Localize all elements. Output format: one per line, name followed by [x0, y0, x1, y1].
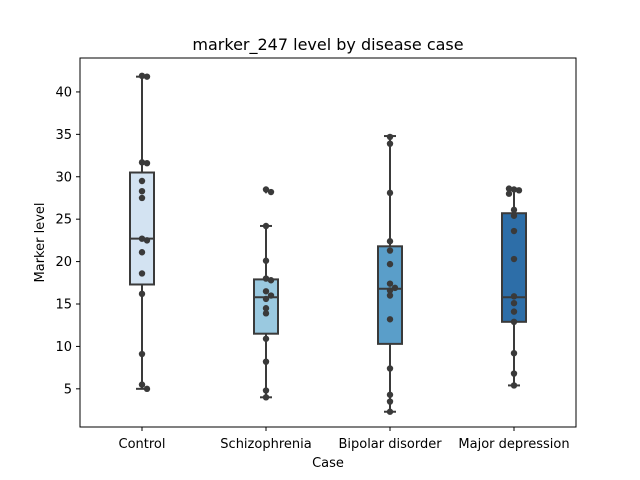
- data-point: [262, 288, 270, 295]
- data-point: [138, 72, 146, 80]
- data-point: [386, 408, 394, 415]
- data-point: [386, 391, 394, 398]
- y-tick-label: 10: [55, 340, 72, 355]
- y-tick-label: 5: [64, 382, 72, 397]
- y-axis-label: Marker level: [33, 203, 48, 283]
- axes-layer: 5 10 15 20 25 30 35 40 Control Schizophrenia Bipol…: [55, 85, 569, 452]
- data-point: [386, 260, 394, 268]
- data-point: [505, 185, 513, 192]
- data-point: [386, 189, 394, 197]
- box-group: [129, 75, 155, 390]
- data-point: [386, 316, 394, 323]
- data-point: [262, 222, 270, 230]
- x-tick-label: Major depression: [458, 437, 569, 452]
- data-point: [262, 358, 270, 365]
- x-tick-label: Control: [119, 437, 166, 452]
- y-tick-label: 35: [55, 128, 72, 143]
- data-point: [510, 206, 518, 214]
- data-point: [510, 212, 518, 219]
- y-tick-label: 15: [55, 298, 72, 313]
- y-tick-label: 25: [55, 213, 72, 228]
- data-point: [138, 194, 146, 202]
- data-point: [386, 365, 394, 372]
- data-point: [386, 280, 394, 287]
- data-point: [138, 290, 146, 298]
- data-point: [510, 255, 518, 263]
- data-point: [386, 398, 394, 405]
- data-point: [143, 159, 151, 167]
- data-point: [510, 308, 518, 315]
- data-point: [262, 295, 270, 303]
- data-point: [510, 318, 518, 326]
- data-point: [267, 277, 275, 284]
- data-point: [386, 292, 394, 299]
- data-point: [386, 238, 394, 245]
- data-point: [510, 382, 518, 389]
- data-point: [138, 381, 146, 388]
- data-point: [143, 385, 151, 393]
- data-point: [262, 275, 270, 282]
- data-point: [267, 188, 275, 196]
- y-tick-label: 40: [55, 85, 72, 100]
- data-point: [262, 387, 270, 394]
- data-point: [138, 177, 146, 185]
- data-point: [262, 310, 270, 317]
- data-point: [510, 186, 518, 193]
- data-point: [262, 335, 270, 342]
- data-point: [138, 270, 146, 277]
- data-point: [138, 235, 146, 242]
- y-tick-label: 20: [55, 255, 72, 270]
- data-point: [391, 284, 399, 292]
- data-point: [510, 370, 518, 377]
- x-axis-label: Case: [312, 456, 344, 471]
- data-point: [143, 73, 151, 80]
- data-point: [510, 227, 518, 235]
- x-tick-label: Schizophrenia: [220, 437, 311, 452]
- chart-title: marker_247 level by disease case: [192, 35, 463, 55]
- data-point: [386, 247, 394, 254]
- x-tick-label: Bipolar disorder: [338, 437, 442, 452]
- data-point: [386, 140, 394, 147]
- plot-area: [80, 58, 576, 427]
- data-point: [138, 350, 146, 358]
- data-point: [262, 257, 270, 264]
- points-layer: [138, 72, 523, 415]
- data-point: [138, 249, 146, 256]
- data-point: [143, 237, 151, 244]
- data-point: [262, 305, 270, 312]
- data-point: [510, 350, 518, 357]
- data-point: [510, 299, 518, 307]
- data-point: [386, 287, 394, 294]
- data-point: [515, 187, 523, 194]
- data-point: [510, 293, 518, 300]
- data-point: [138, 159, 146, 166]
- data-point: [138, 187, 146, 195]
- data-point: [505, 190, 513, 197]
- data-point: [262, 394, 270, 401]
- data-point: [262, 186, 270, 193]
- data-point: [386, 133, 394, 141]
- data-point: [267, 292, 275, 299]
- y-tick-label: 30: [55, 170, 72, 185]
- plot-frame: [79, 57, 577, 428]
